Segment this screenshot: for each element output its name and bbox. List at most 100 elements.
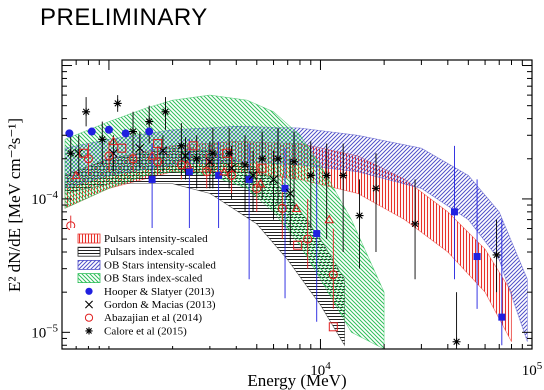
point-3-3 [128,154,138,164]
point-6-18 [355,211,364,220]
point-1-0 [148,175,156,183]
point-2-6 [227,163,236,173]
point-3-11 [328,270,338,280]
legend-marker-5 [85,300,93,309]
point-2-4 [181,151,190,161]
point-6-20 [411,219,420,228]
preliminary-stamp: PRELIMINARY [40,4,208,31]
legend-label-4: Hooper & Slatyer (2013) [104,286,215,298]
legend-marker-6 [84,313,94,322]
point-6-16 [322,171,331,180]
point-6-17 [339,171,348,180]
point-0-2 [104,125,113,134]
point-5-4 [219,166,229,176]
x-tick-label-0: 104 [310,360,331,379]
point-3-8 [252,183,262,193]
point-2-9 [285,189,295,198]
point-6-2 [98,135,107,144]
y-axis-title: E² dN/dE [MeV cm⁻²s⁻¹] [5,118,24,292]
point-0-0 [65,129,74,138]
point-6-12 [258,154,267,163]
model-bands [64,94,528,349]
point-6-11 [241,160,250,169]
point-5-6 [291,203,302,213]
legend-label-3: OB Stars index-scaled [104,273,203,285]
point-5-3 [182,159,193,169]
point-6-1 [82,107,91,116]
point-2-2 [135,143,145,153]
point-4-7 [328,322,338,332]
point-2-8 [269,175,278,184]
point-5-1 [108,136,119,146]
point-6-14 [290,157,299,166]
data-markers [65,99,506,346]
point-3-6 [202,167,212,177]
point-3-9 [277,203,287,213]
band-3 [64,94,385,349]
point-6-21 [452,337,461,346]
point-6-8 [192,154,201,163]
legend-swatch-2 [77,259,101,270]
point-0-3 [121,129,130,138]
point-6-13 [274,154,283,163]
legend-marker-4 [85,287,93,295]
point-1-5 [313,230,321,238]
point-6-3 [113,99,122,108]
point-4-5 [257,163,267,173]
legend-label-6: Abazajian et al (2014) [104,312,202,324]
point-4-0 [79,148,89,158]
legend-swatch-0 [77,233,101,244]
plot-frame [61,59,533,350]
legend-label-5: Gordon & Macias (2013) [104,299,216,311]
point-6-22 [492,250,501,259]
point-4-1 [117,143,127,153]
point-4-6 [293,240,303,250]
legend-marker-7 [85,327,93,335]
legend-swatch-3 [77,273,101,284]
y-tick-label-1: 10−5 [31,322,58,341]
legend-label-2: OB Stars intensity-scaled [104,259,216,271]
point-1-1 [185,168,193,176]
x-axis-title: Energy (MeV) [247,371,346,390]
point-5-5 [255,178,266,188]
point-1-7 [473,253,481,261]
point-2-0 [74,148,84,158]
tick-labels: 104 105 10−4 10−5 [31,189,542,379]
point-1-4 [281,184,289,192]
x-tick-label-1: 105 [522,360,543,379]
legend-swatch-1 [77,246,101,257]
point-2-1 [109,148,118,158]
point-3-7 [227,170,237,180]
point-1-2 [215,171,223,179]
point-6-6 [161,107,170,116]
legend-label-7: Calore et al (2015) [104,325,187,337]
point-6-0 [66,149,75,158]
point-0-4 [145,127,154,136]
error-bars [70,95,503,349]
point-6-5 [145,117,154,126]
point-6-9 [208,149,217,158]
point-4-2 [153,139,163,149]
point-6-4 [129,127,138,136]
point-0-1 [87,127,96,136]
point-2-7 [248,171,258,180]
point-3-4 [153,157,163,167]
point-6-7 [177,141,186,150]
point-6-19 [371,184,380,193]
point-5-0 [71,170,82,180]
point-6-10 [225,149,234,158]
point-1-6 [450,208,458,216]
point-3-2 [104,151,114,161]
point-3-10 [303,234,313,244]
axis-ticks [61,60,533,349]
point-6-15 [306,171,315,180]
legend-label-1: Pulsars index-scaled [104,246,195,258]
point-2-5 [205,157,215,167]
point-3-1 [83,154,93,164]
point-1-8 [498,313,506,321]
y-tick-label-0: 10−4 [31,189,58,208]
point-4-3 [188,141,198,151]
point-5-7 [324,214,335,224]
